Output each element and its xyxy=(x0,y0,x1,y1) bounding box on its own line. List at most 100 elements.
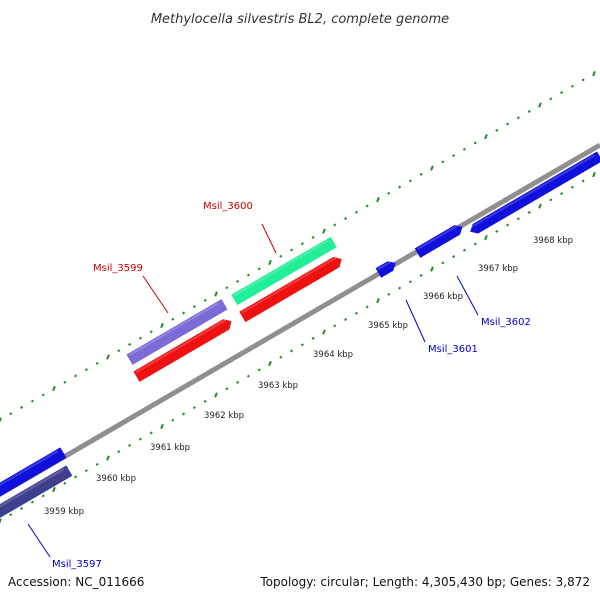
gene-label-leader xyxy=(27,523,51,558)
upper-row-tick xyxy=(257,267,261,271)
gene-msil-3597 xyxy=(0,465,73,529)
upper-row-tick xyxy=(376,197,380,203)
upper-row-tick xyxy=(333,223,337,227)
upper-row-tick xyxy=(506,122,510,126)
upper-row-tick xyxy=(300,242,304,246)
upper-row-tick xyxy=(290,248,294,252)
upper-row-tick xyxy=(311,235,315,239)
lower-row-tick xyxy=(128,443,132,447)
upper-row-tick xyxy=(452,154,456,158)
lower-row-tick xyxy=(516,217,520,221)
upper-row-tick xyxy=(549,97,553,101)
cds-msil-3600 xyxy=(239,256,342,323)
lower-row-tick xyxy=(182,412,186,416)
gene-label: Msil_3602 xyxy=(481,317,531,328)
lower-row-tick xyxy=(192,406,196,410)
kbp-label: 3959 kbp xyxy=(44,507,84,517)
lower-row-tick xyxy=(560,192,564,196)
kbp-label: 3962 kbp xyxy=(204,411,244,421)
lower-row-tick xyxy=(354,311,358,315)
upper-row-tick xyxy=(495,128,499,132)
upper-row-tick xyxy=(408,179,412,183)
gene-label-leader xyxy=(142,275,169,314)
upper-row-tick xyxy=(570,84,574,88)
lower-row-tick xyxy=(290,349,294,353)
upper-row-tick xyxy=(160,322,164,329)
genome-backbone xyxy=(0,142,600,498)
upper-row-tick xyxy=(214,291,218,297)
lower-row-tick xyxy=(246,374,250,378)
kbp-label: 3963 kbp xyxy=(258,381,298,391)
gene-features xyxy=(0,151,600,529)
cds-msil-3597 xyxy=(0,447,67,511)
lower-row-tick xyxy=(84,469,88,473)
upper-row-tick xyxy=(84,368,88,372)
lower-row-tick xyxy=(527,210,531,214)
lower-row-tick xyxy=(452,255,456,259)
lower-row-tick xyxy=(311,336,315,340)
kbp-label: 3961 kbp xyxy=(150,443,190,453)
upper-row-tick xyxy=(365,204,369,208)
accession-text: Accession: NC_011666 xyxy=(8,575,144,589)
lower-row-tick xyxy=(581,179,585,183)
gene-label-leader xyxy=(261,223,277,254)
cds-msil-3599 xyxy=(133,318,232,382)
upper-row-tick xyxy=(182,311,186,315)
lower-row-tick xyxy=(506,223,510,227)
upper-row-tick xyxy=(41,393,45,397)
cds-msil-3602-b xyxy=(469,151,600,234)
lower-row-tick xyxy=(322,329,326,335)
kbp-label: 3964 kbp xyxy=(313,350,353,360)
lower-row-tick xyxy=(20,506,24,510)
upper-row-tick xyxy=(581,78,585,82)
lower-row-tick xyxy=(387,292,391,296)
lower-row-tick xyxy=(160,423,164,430)
upper-row-tick xyxy=(52,385,56,392)
lower-row-tick xyxy=(52,486,56,493)
lower-row-tick xyxy=(30,500,34,504)
cds-msil-3601 xyxy=(375,261,396,278)
lower-row-tick xyxy=(171,418,175,422)
gene-msil-3600 xyxy=(231,236,337,306)
upper-row-tick xyxy=(106,354,110,360)
lower-row-tick xyxy=(570,185,574,189)
upper-row-tick xyxy=(0,417,2,423)
lower-row-tick xyxy=(549,198,553,202)
upper-row-tick xyxy=(354,210,358,214)
lower-row-tick xyxy=(203,399,207,403)
kbp-label: 3968 kbp xyxy=(533,236,573,246)
kbp-labels: 3959 kbp 3960 kbp 3961 kbp 3962 kbp 3963 kbp… xyxy=(44,236,573,517)
lower-row-tick xyxy=(149,431,153,435)
cds-msil-3602-a xyxy=(414,225,463,258)
upper-row-tick xyxy=(30,399,34,403)
gene-labels: Msil_3600 Msil_3599 Msil_3601 Msil_3602 Msil… xyxy=(27,201,531,570)
lower-row-tick xyxy=(430,266,434,272)
upper-row-tick xyxy=(9,412,13,416)
map-title: Methylocella silvestris BL2, complete ge… xyxy=(151,12,449,27)
upper-row-tick xyxy=(138,336,142,340)
lower-row-tick xyxy=(117,450,121,454)
lower-row-tick xyxy=(376,298,380,304)
upper-row-tick xyxy=(128,342,132,346)
lower-row-tick xyxy=(333,324,337,328)
upper-row-tick xyxy=(419,172,423,176)
upper-row-tick xyxy=(192,305,196,309)
lower-row-tick xyxy=(257,368,261,372)
upper-row-tick xyxy=(441,160,445,164)
genome-summary-text: Topology: circular; Length: 4,305,430 bp… xyxy=(259,575,590,589)
upper-row-tick xyxy=(592,71,596,77)
lower-row-tick xyxy=(344,318,348,322)
lower-row-tick xyxy=(0,518,2,524)
upper-row-tick xyxy=(268,259,272,266)
lower-row-tick xyxy=(495,229,499,233)
upper-row-tick xyxy=(398,185,402,189)
gene-label: Msil_3599 xyxy=(93,263,143,274)
upper-row-tick xyxy=(246,273,250,277)
upper-row-tick xyxy=(203,298,207,302)
lower-row-tick xyxy=(300,343,304,347)
lower-row-tick xyxy=(473,242,477,246)
upper-row-tick xyxy=(74,374,78,378)
gene-label: Msil_3600 xyxy=(203,201,253,212)
upper-row-tick xyxy=(344,217,348,221)
